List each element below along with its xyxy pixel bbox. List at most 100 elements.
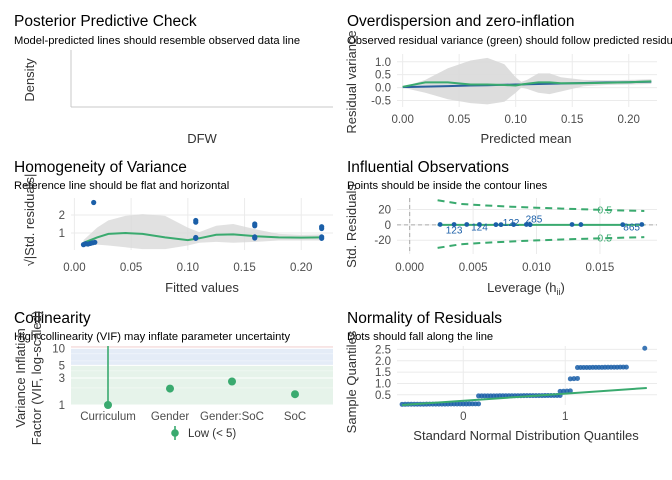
influ-point: [578, 222, 584, 227]
colli-legend: Low (< 5): [171, 426, 236, 440]
colli-subtitle: High collinearity (VIF) may inflate para…: [14, 331, 290, 343]
colli-xtick: SoC: [284, 411, 306, 423]
influ-point: [620, 222, 626, 228]
colli-ylabel-line1: Variance Inflation: [13, 328, 28, 428]
panel-overdispersion: Overdispersion and zero-inflation Observ…: [344, 13, 672, 146]
influ-point-label: 123: [446, 225, 463, 236]
colli-ytick: 10: [52, 343, 65, 355]
influ-point: [451, 222, 457, 227]
influ-xtick: 0.010: [522, 262, 551, 274]
panel-homogeneity: Homogeneity of Variance Reference line s…: [14, 159, 333, 295]
overdisp-title: Overdispersion and zero-inflation: [347, 13, 574, 30]
homog-title: Homogeneity of Variance: [14, 159, 187, 176]
influ-point: [639, 222, 645, 227]
overdisp-plot: 0.00 0.05 0.10 0.15 0.20 -0.50.00.51.0: [371, 54, 657, 126]
homog-point: [193, 217, 199, 224]
panel-collinearity: Collinearity High collinearity (VIF) may…: [13, 310, 333, 445]
legend-label: Low (< 5): [188, 428, 236, 440]
homog-xlabel: Fitted values: [165, 280, 239, 295]
overdisp-xtick: 0.15: [561, 114, 583, 126]
overdisp-xtick: 0.10: [505, 114, 527, 126]
influ-xlabel: Leverage (hii): [487, 280, 565, 297]
colli-point: [166, 384, 174, 393]
colli-xtick: Gender:SoC: [200, 411, 264, 423]
qq-point: [623, 364, 629, 370]
colli-band-high: [71, 346, 333, 349]
homog-ylabel: √|Std. residuals|: [22, 174, 37, 267]
colli-point: [228, 377, 236, 386]
qq-point: [567, 376, 573, 382]
homog-xtick: 0.10: [177, 262, 199, 274]
ppc-subtitle: Model-predicted lines should resemble ob…: [14, 35, 300, 47]
colli-point: [291, 390, 299, 399]
influ-point-label: 124: [471, 222, 488, 233]
panel-ppc: Posterior Predictive Check Model-predict…: [14, 13, 333, 146]
influ-xtick: 0.000: [395, 262, 424, 274]
overdisp-band: [402, 57, 652, 105]
qq-point: [476, 401, 482, 407]
qq-ylabel: Sample Quantiles: [344, 330, 359, 433]
qq-xlabel: Standard Normal Distribution Quantiles: [413, 428, 639, 443]
colli-band-low: [71, 365, 333, 405]
influ-contour-label-upper: 0.5: [597, 204, 612, 216]
homog-point: [252, 234, 258, 240]
influ-title: Influential Observations: [347, 159, 509, 176]
influ-contour-label-lower: 0.5: [597, 233, 612, 245]
qq-ytick: 0.5: [375, 390, 391, 402]
homog-plot: 0.00 0.05 0.10 0.15 0.20 1 2: [59, 198, 333, 274]
homog-subtitle: Reference line should be flat and horizo…: [14, 180, 229, 192]
influ-point-label: 285: [526, 215, 543, 226]
colli-ylabel-line2: Factor (VIF, log-scaled): [29, 311, 44, 445]
influ-point: [493, 222, 499, 228]
influ-point: [498, 222, 504, 228]
influ-point: [511, 222, 517, 227]
influ-point: [523, 222, 529, 227]
overdisp-ytick: -0.5: [371, 96, 391, 108]
influ-point-label: 865: [623, 222, 640, 233]
homog-xtick: 0.00: [63, 262, 85, 274]
homog-xtick: 0.20: [290, 262, 312, 274]
homog-band: [83, 214, 322, 250]
influ-contour-upper: [437, 199, 645, 212]
panel-normality: Normality of Residuals Dots should fall …: [344, 310, 657, 443]
ppc-ylabel: Density: [22, 58, 37, 102]
qq-ytick: 2.5: [375, 344, 391, 356]
legend-dot-icon: [171, 429, 179, 437]
homog-point: [319, 224, 325, 230]
colli-xtick: Curriculum: [80, 411, 136, 423]
influ-ytick: 0: [385, 220, 391, 232]
colli-ytick: 3: [59, 373, 65, 385]
qq-subtitle: Dots should fall along the line: [347, 331, 493, 343]
influ-point: [569, 222, 575, 227]
influ-ytick: 20: [378, 205, 391, 217]
colli-title: Collinearity: [14, 310, 91, 327]
panel-influential: Influential Observations Points should b…: [344, 159, 657, 297]
homog-point: [193, 234, 199, 241]
qq-plot: 0 1 0.51.01.52.02.5: [375, 344, 657, 423]
overdisp-xlabel: Predicted mean: [480, 131, 571, 146]
colli-point: [104, 401, 112, 409]
ppc-title: Posterior Predictive Check: [14, 13, 197, 30]
colli-band-moderate: [71, 348, 333, 366]
qq-ytick: 1.0: [375, 378, 391, 390]
homog-point: [92, 239, 98, 245]
homog-point: [252, 221, 258, 227]
influ-point: [464, 222, 470, 227]
influ-contour-lower: [437, 236, 645, 249]
influ-point: [437, 222, 443, 227]
overdisp-subtitle: Observed residual variance (green) shoul…: [347, 35, 672, 47]
overdisp-ytick: 0.0: [375, 83, 391, 95]
influ-subtitle: Points should be inside the contour line…: [347, 180, 548, 192]
homog-point: [319, 234, 325, 240]
ppc-xlabel: DFW: [187, 131, 217, 146]
overdisp-ytick: 1.0: [375, 57, 391, 69]
colli-plot: Curriculum Gender Gender:SoC SoC 1 35 10: [52, 343, 333, 423]
overdisp-ytick: 0.5: [375, 70, 391, 82]
qq-xtick: 0: [460, 411, 466, 423]
influ-ytick: -20: [374, 235, 391, 247]
colli-ytick: 5: [59, 360, 65, 372]
overdisp-observed-line: [402, 80, 652, 88]
homog-xtick: 0.05: [120, 262, 142, 274]
influ-point: [477, 222, 482, 227]
